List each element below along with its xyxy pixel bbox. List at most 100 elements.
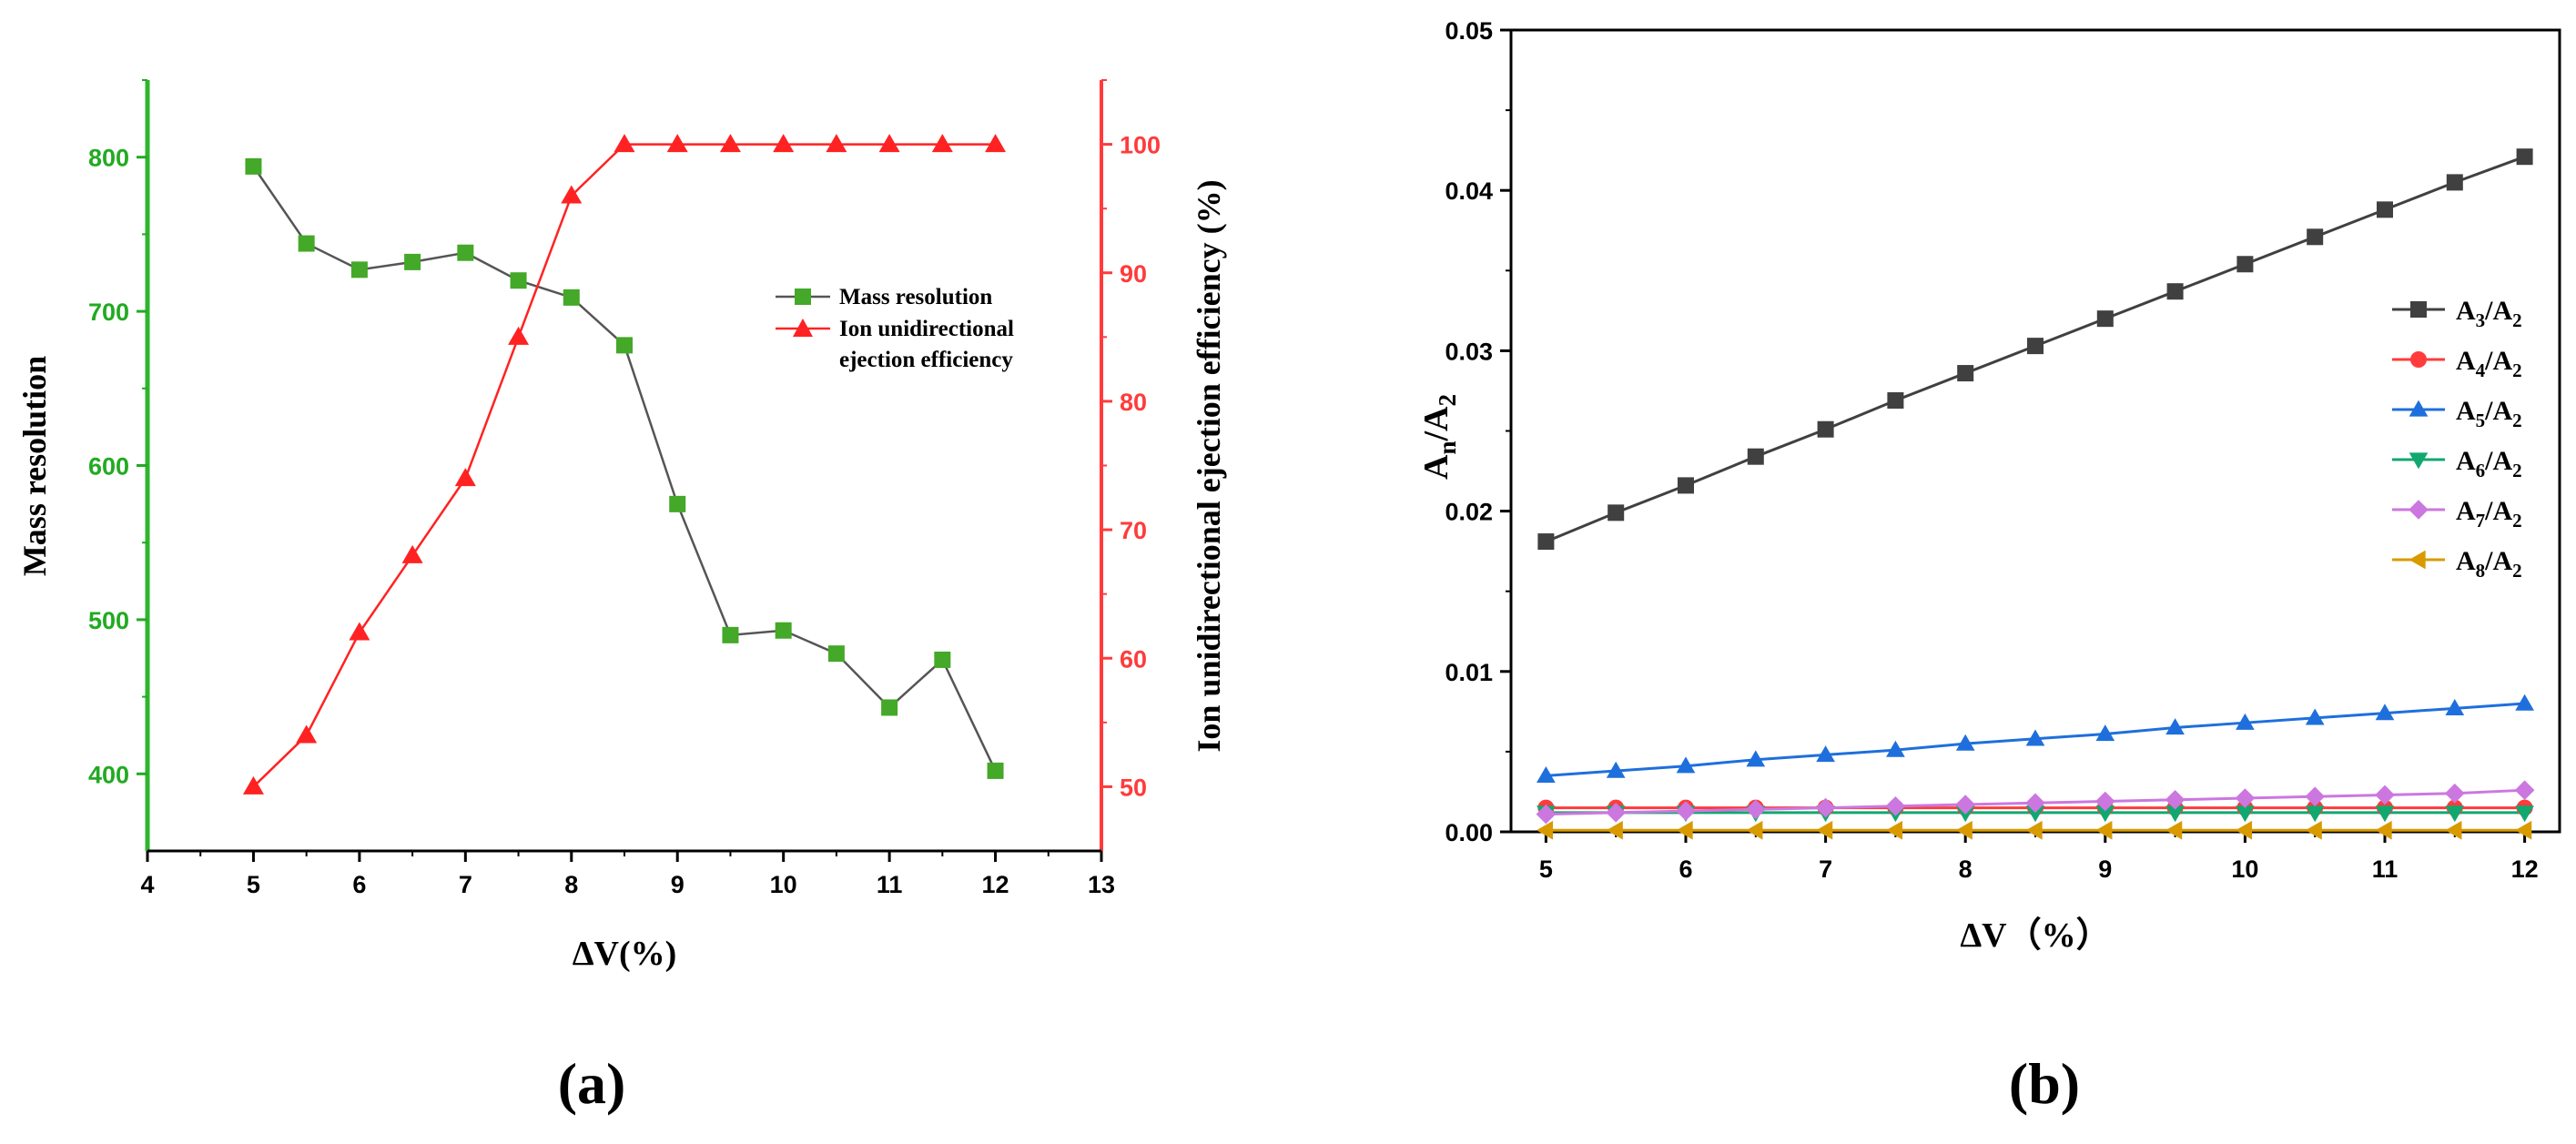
b-point-a3-a2 bbox=[2236, 256, 2254, 273]
a-point-mass-resolution bbox=[510, 272, 527, 289]
b-y-tick-label: 0.04 bbox=[1445, 177, 1493, 205]
b-legend-label-mid: /A bbox=[2484, 396, 2512, 426]
b-point-a3-a2 bbox=[1817, 420, 1834, 438]
b-point-a8-a2 bbox=[2165, 820, 2183, 840]
a-legend-marker-ion bbox=[793, 319, 813, 337]
a-x-tick-label: 13 bbox=[1088, 871, 1115, 898]
b-point-a8-a2 bbox=[1536, 820, 1554, 840]
b-legend-label-sub: 5 bbox=[2476, 410, 2486, 431]
b-y-title-mid: /A bbox=[1417, 406, 1455, 442]
a-point-mass-resolution bbox=[245, 157, 262, 175]
b-point-a5-a2 bbox=[2025, 729, 2045, 746]
a-point-mass-resolution bbox=[669, 495, 686, 512]
b-y-tick-label: 0.02 bbox=[1445, 499, 1493, 526]
b-point-a7-a2 bbox=[2514, 780, 2535, 800]
b-legend-label-sub2: 2 bbox=[2512, 410, 2522, 431]
a-y-ticks: 400 500 600 700 800 bbox=[88, 79, 147, 788]
a-point-ejection-efficiency bbox=[349, 622, 370, 641]
b-point-a3-a2 bbox=[1957, 365, 1974, 382]
b-y-tick-label: 0.00 bbox=[1445, 819, 1493, 846]
b-legend-label-sub: 8 bbox=[2476, 560, 2486, 582]
a-point-ejection-efficiency bbox=[826, 134, 847, 153]
b-point-a5-a2 bbox=[1746, 750, 1766, 767]
b-x-ticks: 5 6 7 8 9 10 11 12 bbox=[1539, 832, 2539, 883]
a-legend-label-ion-1: Ion unidirectional bbox=[839, 317, 1014, 341]
a-x-tick-label: 5 bbox=[247, 871, 260, 898]
b-point-a5-a2 bbox=[1955, 734, 1975, 751]
b-point-a8-a2 bbox=[2305, 820, 2322, 840]
b-legend-marker-a5-a2 bbox=[2409, 400, 2429, 417]
b-legend-label-main: A bbox=[2456, 296, 2476, 326]
a-point-mass-resolution bbox=[350, 261, 368, 278]
b-y-title-main: A bbox=[1417, 454, 1455, 480]
b-point-a5-a2 bbox=[2515, 693, 2534, 711]
b-legend-label-a8-a2: A8/A2 bbox=[2456, 546, 2522, 582]
b-point-a7-a2 bbox=[1536, 804, 1557, 825]
b-x-tick-label: 5 bbox=[1539, 855, 1553, 883]
b-legend-marker-a8-a2 bbox=[2409, 550, 2426, 570]
b-point-a3-a2 bbox=[1678, 477, 1694, 494]
a-point-ejection-efficiency bbox=[719, 134, 741, 153]
b-point-a3-a2 bbox=[1887, 392, 1904, 410]
a-x-tick-label: 9 bbox=[671, 871, 685, 898]
b-point-a8-a2 bbox=[2445, 820, 2462, 840]
b-legend-label-main: A bbox=[2456, 446, 2476, 476]
a-y2-tick-label: 100 bbox=[1120, 132, 1161, 159]
b-legend-label-a5-a2: A5/A2 bbox=[2456, 396, 2522, 431]
b-y-axis-title: An/A2 bbox=[1417, 394, 1461, 480]
b-point-a7-a2 bbox=[2095, 791, 2115, 812]
b-point-a5-a2 bbox=[1536, 765, 1556, 783]
b-point-a7-a2 bbox=[2235, 788, 2256, 808]
a-legend: Mass resolution Ion unidirectional eject… bbox=[776, 285, 1014, 372]
b-legend-label-sub: 6 bbox=[2476, 460, 2486, 481]
b-y-tick-label: 0.01 bbox=[1445, 659, 1493, 686]
a-x-tick-label: 6 bbox=[352, 871, 366, 898]
b-point-a5-a2 bbox=[1676, 756, 1696, 774]
a-x-tick-label: 11 bbox=[877, 871, 903, 898]
b-legend-label-sub: 7 bbox=[2476, 510, 2486, 532]
b-point-a6-a2 bbox=[2515, 805, 2534, 823]
b-legend-label-a4-a2: A4/A2 bbox=[2456, 346, 2522, 381]
a-line-ejection-efficiency bbox=[252, 143, 996, 788]
b-point-a8-a2 bbox=[2375, 820, 2392, 840]
b-point-a7-a2 bbox=[2305, 786, 2325, 807]
b-point-a7-a2 bbox=[2375, 785, 2395, 805]
a-point-mass-resolution bbox=[934, 651, 951, 668]
a-point-ejection-efficiency bbox=[561, 185, 583, 204]
a-x-ticks: 4 5 6 7 8 9 10 11 12 13 bbox=[140, 851, 1115, 898]
b-legend-label-mid: /A bbox=[2484, 496, 2512, 526]
a-y2-tick-label: 80 bbox=[1120, 389, 1147, 416]
a-point-mass-resolution bbox=[563, 289, 580, 306]
b-point-a3-a2 bbox=[1537, 533, 1555, 551]
b-point-a6-a2 bbox=[2445, 805, 2465, 823]
b-point-a5-a2 bbox=[2236, 713, 2255, 730]
a-point-mass-resolution bbox=[775, 622, 792, 639]
b-legend-label-main: A bbox=[2456, 346, 2476, 376]
chart-a: 4 5 6 7 8 9 10 11 12 13 400 500 600 700 800 50 60 70 80 9… bbox=[16, 79, 1227, 1116]
a-y2-ticks: 50 60 70 80 90 100 bbox=[1101, 79, 1161, 801]
a-point-mass-resolution bbox=[457, 244, 474, 261]
a-point-ejection-efficiency bbox=[931, 134, 953, 153]
b-legend-label-main: A bbox=[2456, 496, 2476, 526]
a-point-ejection-efficiency bbox=[878, 134, 900, 153]
a-point-mass-resolution bbox=[827, 645, 845, 663]
b-legend-label-mid: /A bbox=[2484, 546, 2512, 576]
a-point-mass-resolution bbox=[616, 337, 633, 354]
b-legend-marker-a3-a2 bbox=[2410, 301, 2427, 318]
b-point-a5-a2 bbox=[2375, 704, 2395, 721]
a-series-lines bbox=[252, 143, 997, 788]
b-legend-marker-a7-a2 bbox=[2409, 500, 2429, 520]
a-point-ejection-efficiency bbox=[296, 724, 318, 744]
b-legend-label-sub: 4 bbox=[2476, 359, 2486, 381]
a-point-ejection-efficiency bbox=[985, 134, 1007, 153]
a-y2-tick-label: 50 bbox=[1120, 774, 1147, 801]
b-point-a8-a2 bbox=[1676, 820, 1693, 840]
b-point-a8-a2 bbox=[1955, 820, 1973, 840]
b-point-a5-a2 bbox=[2445, 698, 2465, 715]
a-legend-label-ion-2: ejection efficiency bbox=[839, 348, 1013, 372]
b-point-a3-a2 bbox=[2377, 201, 2393, 218]
a-point-mass-resolution bbox=[722, 626, 739, 643]
b-point-a6-a2 bbox=[2165, 805, 2185, 823]
